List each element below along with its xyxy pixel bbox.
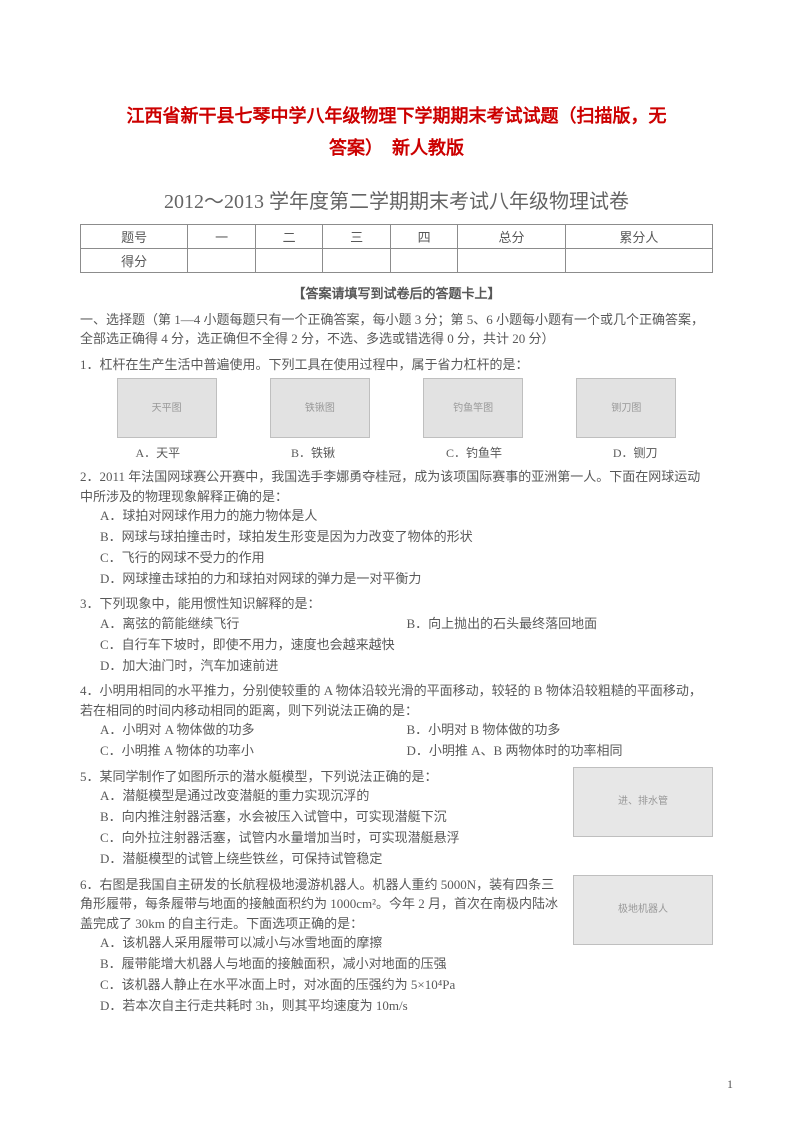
q5-stem: 5．某同学制作了如图所示的潜水艇模型，下列说法正确的是： bbox=[80, 769, 438, 784]
q6-stem: 6．右图是我国自主研发的长航程极地漫游机器人。机器人重约 5000N，装有四条三… bbox=[80, 877, 558, 931]
q5-figure: 进、排水管 bbox=[573, 767, 713, 841]
option-c: C．飞行的网球不受力的作用 bbox=[100, 548, 713, 569]
score-cell bbox=[255, 248, 323, 272]
polar-robot-icon: 极地机器人 bbox=[573, 875, 713, 945]
page-number: 1 bbox=[727, 1077, 733, 1092]
option-d: D．铡刀 bbox=[613, 444, 658, 462]
title-line-1: 江西省新干县七琴中学八年级物理下学期期末考试试题（扫描版，无 bbox=[127, 106, 667, 126]
option-d: D．若本次自主行走共耗时 3h，则其平均速度为 10m/s bbox=[100, 996, 713, 1017]
question-1: 1．杠杆在生产生活中普遍使用。下列工具在使用过程中，属于省力杠杆的是： 天平图 … bbox=[80, 355, 713, 463]
q2-options: A．球拍对网球作用力的施力物体是人 B．网球与球拍撞击时，球拍发生形变是因为力改… bbox=[100, 506, 713, 589]
score-cell: 累分人 bbox=[565, 224, 712, 248]
fig-caption: 进、排水管 bbox=[618, 794, 668, 809]
q1-image-row: 天平图 铁锹图 钓鱼竿图 铡刀图 bbox=[90, 378, 703, 438]
option-a: A．天平 bbox=[135, 444, 180, 462]
answer-notice: 【答案请填写到试卷后的答题卡上】 bbox=[80, 283, 713, 302]
score-cell bbox=[188, 248, 256, 272]
q1-stem: 1．杠杆在生产生活中普遍使用。下列工具在使用过程中，属于省力杠杆的是： bbox=[80, 357, 529, 372]
exam-title: 2012～2013 学年度第二学期期末考试八年级物理试卷 bbox=[80, 185, 713, 214]
q6-figure: 极地机器人 bbox=[573, 875, 713, 949]
option-a: A．球拍对网球作用力的施力物体是人 bbox=[100, 506, 713, 527]
fishing-rod-icon: 钓鱼竿图 bbox=[423, 378, 523, 438]
score-cell bbox=[390, 248, 458, 272]
scanned-exam-area: 2012～2013 学年度第二学期期末考试八年级物理试卷 题号 一 二 三 四 … bbox=[80, 185, 713, 1017]
option-d: D．小明推 A、B 两物体时的功率相同 bbox=[407, 741, 714, 762]
question-4: 4．小明用相同的水平推力，分别使较重的 A 物体沿较光滑的平面移动，较轻的 B … bbox=[80, 681, 713, 762]
paper-cutter-icon: 铡刀图 bbox=[576, 378, 676, 438]
option-d: D．加大油门时，汽车加速前进 bbox=[100, 656, 713, 677]
option-b: B．小明对 B 物体做的功多 bbox=[407, 720, 714, 741]
question-2: 2．2011 年法国网球赛公开赛中，我国选手李娜勇夺桂冠，成为该项国际赛事的亚洲… bbox=[80, 467, 713, 589]
option-d: D．潜艇模型的试管上绕些铁丝，可保持试管稳定 bbox=[100, 849, 713, 870]
q4-stem: 4．小明用相同的水平推力，分别使较重的 A 物体沿较光滑的平面移动，较轻的 B … bbox=[80, 683, 702, 718]
score-table: 题号 一 二 三 四 总分 累分人 得分 bbox=[80, 224, 713, 273]
score-cell bbox=[565, 248, 712, 272]
option-a: A．小明对 A 物体做的功多 bbox=[100, 720, 407, 741]
option-b: B．向上抛出的石头最终落回地面 bbox=[407, 614, 714, 635]
option-a: A．离弦的箭能继续飞行 bbox=[100, 614, 407, 635]
score-cell: 三 bbox=[323, 224, 391, 248]
question-5: 进、排水管 5．某同学制作了如图所示的潜水艇模型，下列说法正确的是： A．潜艇模… bbox=[80, 767, 713, 870]
score-cell: 二 bbox=[255, 224, 323, 248]
submarine-model-icon: 进、排水管 bbox=[573, 767, 713, 837]
title-line-2: 答案） 新人教版 bbox=[329, 138, 464, 158]
table-row: 题号 一 二 三 四 总分 累分人 bbox=[81, 224, 713, 248]
question-3: 3．下列现象中，能用惯性知识解释的是： A．离弦的箭能继续飞行 B．向上抛出的石… bbox=[80, 594, 713, 676]
score-cell: 总分 bbox=[458, 224, 565, 248]
shovel-icon: 铁锹图 bbox=[270, 378, 370, 438]
score-cell: 得分 bbox=[81, 248, 188, 272]
score-cell bbox=[458, 248, 565, 272]
score-cell: 题号 bbox=[81, 224, 188, 248]
q4-options: A．小明对 A 物体做的功多 B．小明对 B 物体做的功多 C．小明推 A 物体… bbox=[100, 720, 713, 762]
option-b: B．铁锹 bbox=[291, 444, 335, 462]
score-cell bbox=[323, 248, 391, 272]
balance-scale-icon: 天平图 bbox=[117, 378, 217, 438]
score-cell: 四 bbox=[390, 224, 458, 248]
option-b: B．网球与球拍撞击时，球拍发生形变是因为力改变了物体的形状 bbox=[100, 527, 713, 548]
q1-options: A．天平 B．铁锹 C．钓鱼竿 D．铡刀 bbox=[80, 444, 713, 462]
q3-options: A．离弦的箭能继续飞行 B．向上抛出的石头最终落回地面 C．自行车下坡时，即使不… bbox=[100, 614, 713, 676]
q3-stem: 3．下列现象中，能用惯性知识解释的是： bbox=[80, 596, 321, 611]
q2-stem: 2．2011 年法国网球赛公开赛中，我国选手李娜勇夺桂冠，成为该项国际赛事的亚洲… bbox=[80, 469, 700, 504]
table-row: 得分 bbox=[81, 248, 713, 272]
question-6: 极地机器人 6．右图是我国自主研发的长航程极地漫游机器人。机器人重约 5000N… bbox=[80, 875, 713, 1017]
option-c: C．自行车下坡时，即使不用力，速度也会越来越快 bbox=[100, 635, 713, 656]
option-c: C．钓鱼竿 bbox=[446, 444, 502, 462]
option-c: C．该机器人静止在水平冰面上时，对冰面的压强约为 5×10⁴Pa bbox=[100, 975, 713, 996]
score-cell: 一 bbox=[188, 224, 256, 248]
document-title: 江西省新干县七琴中学八年级物理下学期期末考试试题（扫描版，无 答案） 新人教版 bbox=[50, 100, 743, 165]
option-d: D．网球撞击球拍的力和球拍对网球的弹力是一对平衡力 bbox=[100, 569, 713, 590]
option-c: C．小明推 A 物体的功率小 bbox=[100, 741, 407, 762]
section-1-heading: 一、选择题（第 1—4 小题每题只有一个正确答案，每小题 3 分；第 5、6 小… bbox=[80, 310, 713, 349]
option-b: B．履带能增大机器人与地面的接触面积，减小对地面的压强 bbox=[100, 954, 713, 975]
